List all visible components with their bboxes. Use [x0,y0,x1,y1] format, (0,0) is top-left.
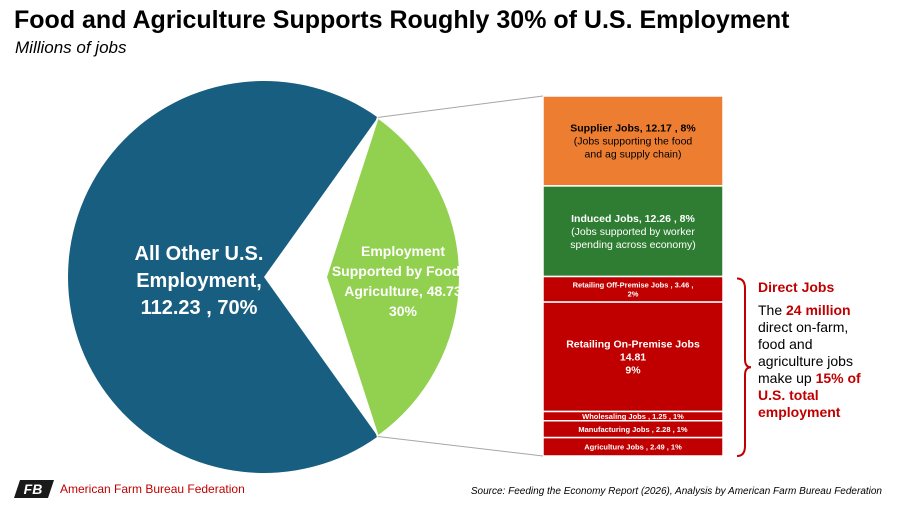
pie-label-food-line-1: Employment [361,243,445,259]
pie-slice-all-other-u-s-employment [68,80,378,473]
bar-label-induced-jobs-1: Induced Jobs, 12.26 , 8% [571,213,695,225]
direct-jobs-highlight-24-million: 24 million [786,302,851,318]
pie-label-food-line-4: 30% [389,303,418,319]
bar-label-supplier-jobs-note-3: and ag supply chain) [585,149,682,161]
direct-jobs-text-2: direct on-farm, food and agriculture job… [758,319,853,386]
direct-jobs-brace [736,277,752,457]
bar-segment-supplier-jobs [542,95,724,187]
bar-segment-agriculture-jobs [542,436,724,457]
chart-title: Food and Agriculture Supports Roughly 30… [14,6,790,34]
pie-slice-employment-supported-by-food-agriculture [324,115,461,439]
pie-label-food-line-3: Agriculture, 48.73 [344,283,462,299]
bar-label-retailing-on-premise-jobs-2: 14.81 [620,351,646,363]
bar-label-agriculture-jobs-1: Agriculture Jobs , 2.49 , 1% [584,442,682,451]
bar-label-manufacturing-jobs-1: Manufacturing Jobs , 2.28 , 1% [578,425,688,434]
chart-subtitle: Millions of jobs [15,38,127,57]
connector-line-bottom [377,436,544,457]
bar-segment-induced-jobs [542,185,724,278]
bar-label-induced-jobs-note-2: (Jobs supported by worker [571,226,695,238]
pie-of-bar-chart: All Other U.S. Employment, 112.23 , 70% Emp… [68,80,752,473]
bar-label-supplier-jobs-1: Supplier Jobs, 12.17 , 8% [570,123,696,135]
pie-label-other-line-3: 112.23 , 70% [141,297,258,319]
pie-label-other-line-2: Employment, [136,270,262,292]
bar-label-wholesaling-jobs-1: Wholesaling Jobs , 1.25 , 1% [582,412,684,421]
pie-label-food-line-2: Supported by Food & [332,263,474,279]
afbf-logo-text: FB [24,481,43,497]
bar-label-induced-jobs-note-3: spending across economy) [570,239,695,251]
pie-label-other-line-1: All Other U.S. [135,243,264,265]
bar-label-retailing-off-premise-jobs-1: Retailing Off-Premise Jobs , 3.46 , [573,280,694,289]
direct-jobs-highlight-share: 15% of U.S. total employment [758,370,861,420]
direct-jobs-heading: Direct Jobs [758,279,835,295]
afbf-logo: FB [14,480,54,498]
bar-label-retailing-off-premise-jobs-2: 2% [628,289,639,298]
direct-jobs-callout: Direct Jobs The 24 million direct on-far… [758,279,878,421]
connector-line-top [377,95,544,118]
bar-label-supplier-jobs-note-2: (Jobs supporting the food [574,136,693,148]
bar-label-retailing-on-premise-jobs-3: 9% [625,364,641,376]
source-note: Source: Feeding the Economy Report (2026… [470,486,882,497]
direct-jobs-text-1: The [758,302,787,318]
bar-label-retailing-on-premise-jobs-1: Retailing On-Premise Jobs [566,338,700,350]
footer-organization: American Farm Bureau Federation [60,482,245,496]
